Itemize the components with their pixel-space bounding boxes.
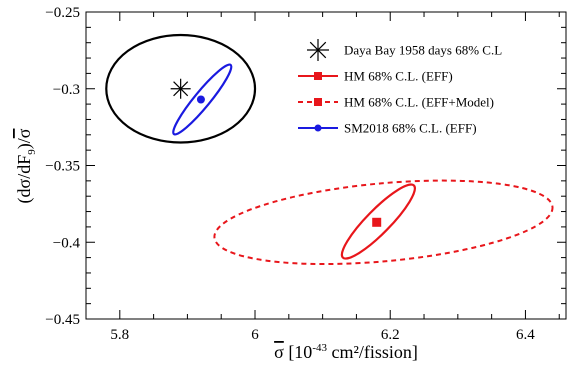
data-point-series-0	[173, 81, 189, 97]
y-axis-title: (dσ/dF9)/σ	[14, 128, 38, 203]
legend: Daya Bay 1958 days 68% C.L HM 68% C.L. (E…	[298, 39, 502, 136]
x-tick-label: 5.8	[110, 327, 129, 343]
x-tick-label: 6.2	[381, 327, 400, 343]
x-axis-post: cm²/fission]	[327, 342, 418, 362]
x-tick-label: 6.4	[516, 327, 535, 343]
x-axis-symbol: σ	[274, 342, 284, 362]
x-axis-exp: -43	[312, 342, 327, 354]
y-tick-label: −0.4	[53, 235, 81, 251]
y-tick-label: −0.3	[53, 82, 80, 98]
y-axis-post: )/	[14, 138, 35, 149]
y-axis-pre: (dσ/dF	[14, 155, 35, 204]
legend-marker-1	[314, 72, 322, 80]
ellipse-series-3	[172, 63, 233, 136]
x-axis-title: σ [10-43 cm²/fission]	[274, 342, 418, 362]
y-tick-label: −0.25	[45, 5, 80, 21]
legend-marker-3	[314, 124, 322, 132]
ellipse-series-1	[340, 183, 416, 260]
data-point-series-1	[372, 217, 382, 227]
x-axis-pre: [10	[284, 342, 313, 362]
plot-frame	[85, 11, 567, 320]
legend-marker-2	[314, 98, 322, 106]
marker-layer	[170, 78, 382, 227]
legend-label-2: HM 68% C.L. (EFF+Model)	[344, 95, 494, 110]
ellipse-series-2	[213, 179, 554, 266]
legend-label-3: SM2018 68% C.L. (EFF)	[344, 121, 477, 136]
y-axis-bar: σ	[14, 128, 34, 138]
ticks-layer: 5.8 6 6.2 6.4 −0.45 −0.4 −0.35 −0.3 −0.25	[45, 5, 566, 343]
data-point-series-3	[196, 95, 205, 104]
legend-label-1: HM 68% C.L. (EFF)	[344, 69, 453, 84]
y-tick-label: −0.35	[45, 159, 80, 175]
y-axis-sub: 9	[26, 149, 38, 155]
x-tick-label: 6	[251, 327, 259, 343]
legend-marker-0	[309, 41, 327, 59]
ellipse-layer	[105, 33, 554, 266]
legend-label-0: Daya Bay 1958 days 68% C.L	[344, 43, 502, 58]
ellipse-series-0	[105, 33, 257, 144]
y-tick-label: −0.45	[45, 312, 80, 328]
